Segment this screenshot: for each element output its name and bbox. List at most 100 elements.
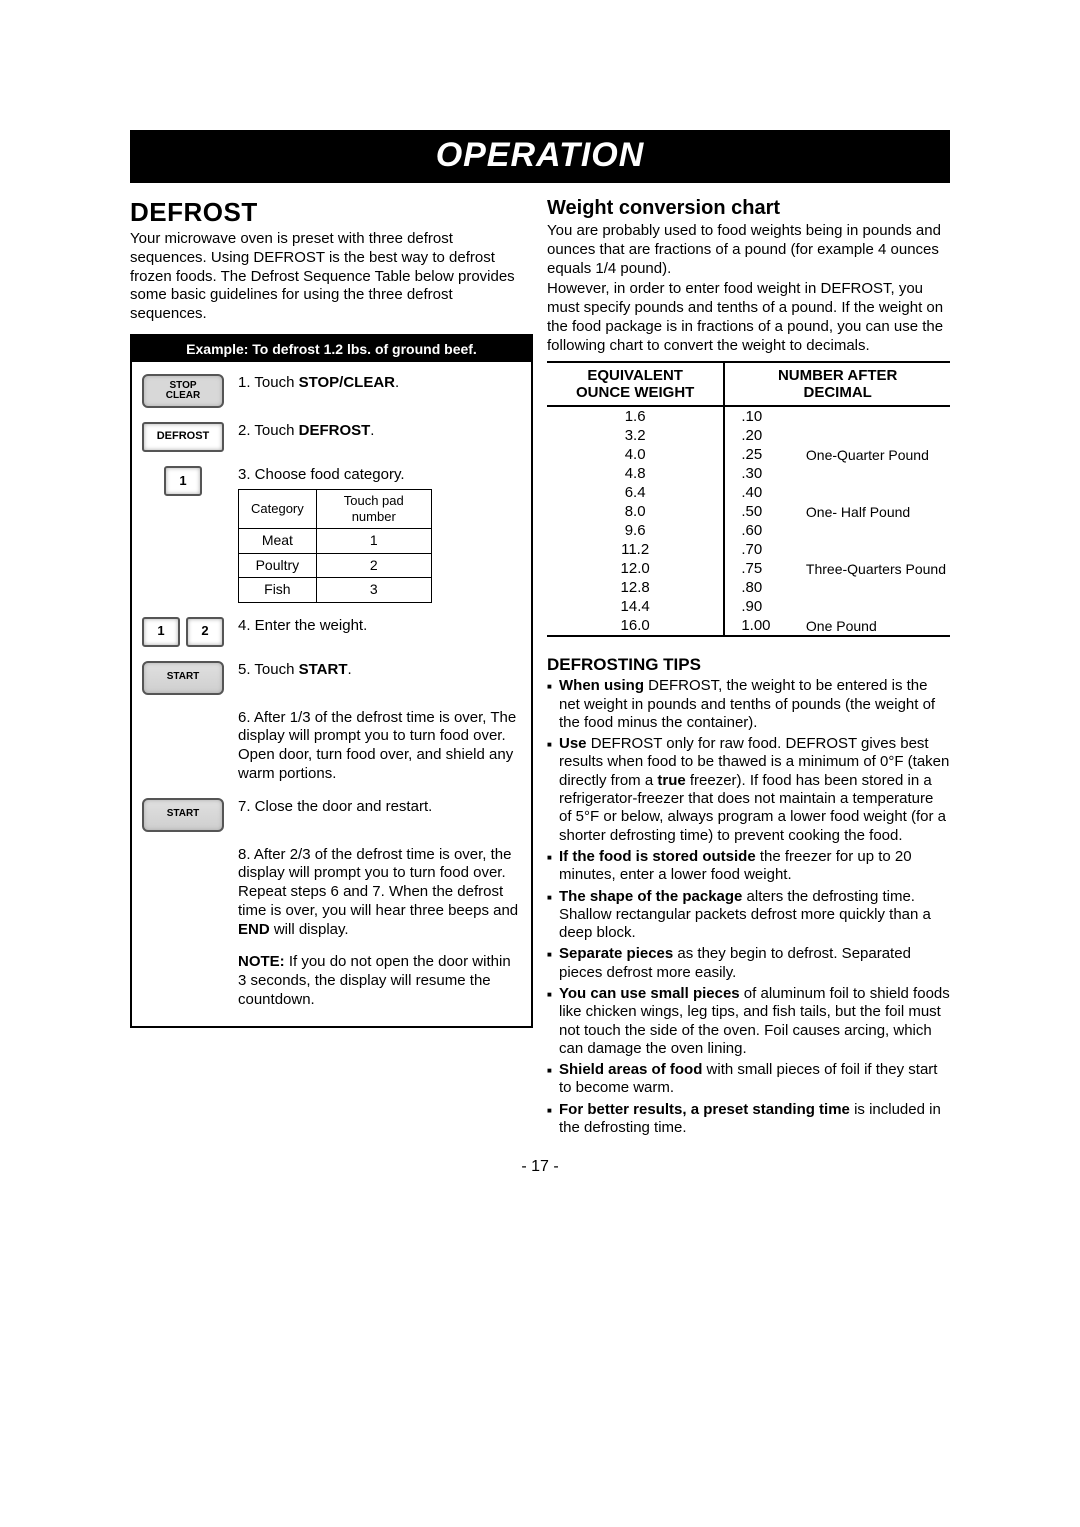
wt-note (802, 483, 950, 502)
wt-th2a: NUMBER AFTER (778, 367, 897, 384)
weight-table-row: 9.6.60 (547, 521, 950, 540)
tip-7: Shield areas of food with small pieces o… (547, 1061, 950, 1098)
left-column: DEFROST Your microwave oven is preset wi… (130, 197, 533, 1140)
example-header: Example: To defrost 1.2 lbs. of ground b… (132, 336, 531, 362)
wt-oz: 3.2 (547, 426, 724, 445)
cat-r1c2: 1 (316, 529, 431, 554)
wt-note: One-Quarter Pound (802, 445, 950, 464)
step-3: 1 3. Choose food category. Category Touc… (142, 466, 521, 603)
tip-2-b2: true (657, 772, 685, 789)
step-4-text: 4. Enter the weight. (238, 617, 521, 636)
category-table: Category Touch pad number Meat1 Poultry2… (238, 489, 432, 603)
weight-chart-intro-2: However, in order to enter food weight i… (547, 280, 950, 355)
wt-oz: 4.8 (547, 464, 724, 483)
step-5-text-b: START (299, 661, 348, 678)
wt-dec: .60 (724, 521, 802, 540)
wt-note (802, 540, 950, 559)
weight-table-row: 11.2.70 (547, 540, 950, 559)
tip-1: When using DEFROST, the weight to be ent… (547, 677, 950, 732)
wt-note (802, 521, 950, 540)
weight-table-row: 4.0.25One-Quarter Pound (547, 445, 950, 464)
section-banner: OPERATION (130, 130, 950, 183)
wt-oz: 4.0 (547, 445, 724, 464)
cat-th-2: Touch pad number (316, 489, 431, 529)
weight-table-row: 12.0.75Three-Quarters Pound (547, 559, 950, 578)
weight-table-row: 14.4.90 (547, 597, 950, 616)
step-1-text-c: . (395, 374, 399, 391)
start-button-icon-2: START (142, 798, 224, 832)
page-number: - 17 - (130, 1158, 950, 1176)
cat-th-1: Category (239, 489, 317, 529)
step-3-text: 3. Choose food category. (238, 466, 521, 485)
wt-dec: .50 (724, 502, 802, 521)
wt-dec: .30 (724, 464, 802, 483)
wt-oz: 11.2 (547, 540, 724, 559)
wt-oz: 8.0 (547, 502, 724, 521)
step-1-text-a: 1. Touch (238, 374, 299, 391)
tip-7-b: Shield areas of food (559, 1061, 702, 1078)
wt-oz: 9.6 (547, 521, 724, 540)
step-8-text-a: 8. After 2/3 of the defrost time is over… (238, 846, 518, 919)
step-2: DEFROST 2. Touch DEFROST. (142, 422, 521, 452)
defrost-intro: Your microwave oven is preset with three… (130, 230, 533, 324)
right-column: Weight conversion chart You are probably… (547, 197, 950, 1140)
wt-note: One- Half Pound (802, 502, 950, 521)
weight-table-row: 4.8.30 (547, 464, 950, 483)
steps-container: STOP CLEAR 1. Touch STOP/CLEAR. DEFROST … (132, 362, 531, 1026)
tip-8: For better results, a preset standing ti… (547, 1101, 950, 1138)
wt-oz: 1.6 (547, 406, 724, 426)
step-5: START 5. Touch START. (142, 661, 521, 695)
tip-4: The shape of the package alters the defr… (547, 888, 950, 943)
wt-th2b: DECIMAL (803, 384, 871, 401)
weight-table-row: 6.4.40 (547, 483, 950, 502)
wt-oz: 12.8 (547, 578, 724, 597)
step-2-text-c: . (370, 422, 374, 439)
wt-dec: .40 (724, 483, 802, 502)
cat-r3c2: 3 (316, 578, 431, 603)
tip-6-b: You can use small pieces (559, 985, 740, 1002)
tip-5: Separate pieces as they begin to defrost… (547, 945, 950, 982)
tip-6: You can use small pieces of aluminum foi… (547, 985, 950, 1058)
example-box: Example: To defrost 1.2 lbs. of ground b… (130, 334, 533, 1028)
tips-heading: DEFROSTING TIPS (547, 655, 950, 675)
weight-table-row: 1.6.10 (547, 406, 950, 426)
step-6-text: 6. After 1/3 of the defrost time is over… (238, 709, 521, 784)
cat-r2c2: 2 (316, 553, 431, 578)
wt-note (802, 406, 950, 426)
weight-chart-heading: Weight conversion chart (547, 197, 950, 220)
wt-oz: 6.4 (547, 483, 724, 502)
wt-note (802, 597, 950, 616)
weight-table-row: 8.0.50One- Half Pound (547, 502, 950, 521)
weight-table-row: 3.2.20 (547, 426, 950, 445)
tip-3-b: If the food is stored outside (559, 848, 756, 865)
step-5-text-c: . (348, 661, 352, 678)
weight-table-row: 16.01.00One Pound (547, 616, 950, 636)
start-button-icon: START (142, 661, 224, 695)
step-7: START 7. Close the door and restart. (142, 798, 521, 832)
defrost-heading: DEFROST (130, 197, 533, 228)
note-label: NOTE: (238, 953, 285, 970)
weight-conversion-table: EQUIVALENT OUNCE WEIGHT NUMBER AFTER DEC… (547, 361, 950, 637)
tip-4-b: The shape of the package (559, 888, 742, 905)
defrost-button-icon: DEFROST (142, 422, 224, 452)
wt-dec: 1.00 (724, 616, 802, 636)
wt-dec: .80 (724, 578, 802, 597)
two-button-icon: 2 (186, 617, 224, 647)
step-8-text-b: END (238, 921, 270, 938)
stop-clear-button-icon: STOP CLEAR (142, 374, 224, 408)
tip-3: If the food is stored outside the freeze… (547, 848, 950, 885)
wt-dec: .20 (724, 426, 802, 445)
step-2-text-b: DEFROST (299, 422, 371, 439)
cat-r2c1: Poultry (239, 553, 317, 578)
weight-table-body: 1.6.103.2.204.0.25One-Quarter Pound4.8.3… (547, 406, 950, 636)
wt-note (802, 578, 950, 597)
cat-r3c1: Fish (239, 578, 317, 603)
one-button-icon-2: 1 (142, 617, 180, 647)
wt-dec: .90 (724, 597, 802, 616)
step-8-text-c: will display. (270, 921, 349, 938)
one-button-icon: 1 (164, 466, 202, 496)
step-1-text-b: STOP/CLEAR (299, 374, 395, 391)
tip-2: Use DEFROST only for raw food. DEFROST g… (547, 735, 950, 845)
wt-note: Three-Quarters Pound (802, 559, 950, 578)
wt-oz: 16.0 (547, 616, 724, 636)
